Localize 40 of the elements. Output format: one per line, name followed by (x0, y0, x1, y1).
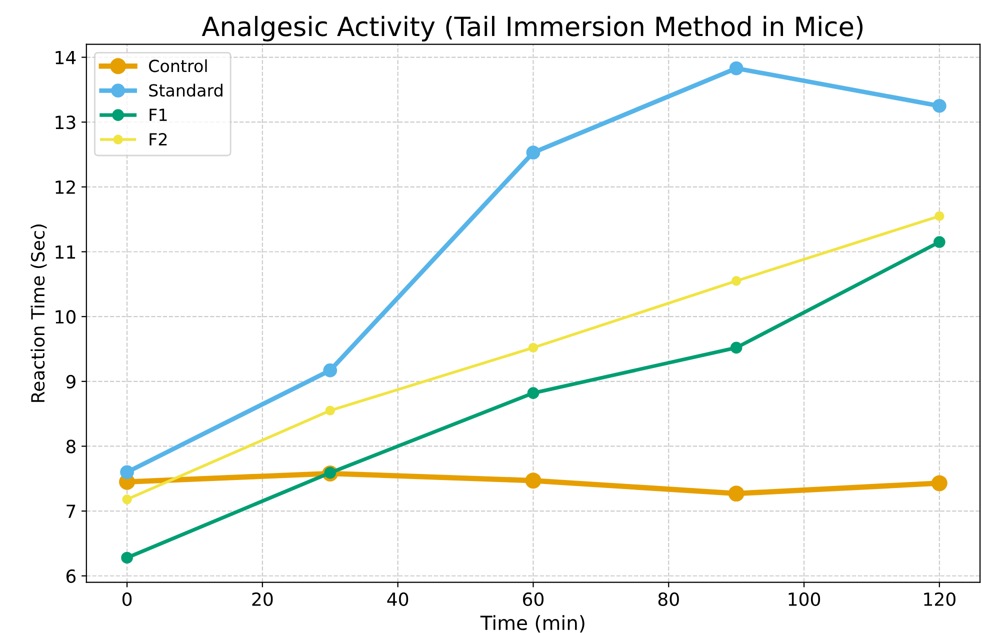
x-tick-label: 0 (122, 592, 132, 606)
x-tick-label: 100 (788, 592, 820, 606)
point (528, 342, 538, 353)
point (325, 406, 335, 416)
point (120, 465, 134, 480)
x-tick-label: 120 (924, 592, 956, 606)
point (526, 146, 540, 160)
point (731, 276, 742, 286)
point (121, 552, 133, 564)
point (527, 387, 540, 399)
y-tick-label: 7 (66, 504, 76, 518)
point (728, 486, 744, 502)
y-tick-label: 8 (66, 440, 76, 454)
x-tick-label: 20 (252, 592, 273, 606)
y-tick-label: 6 (66, 569, 76, 583)
legend-label: Control (149, 59, 207, 72)
legend-label: F1 (150, 108, 167, 121)
point (934, 236, 946, 248)
y-tick-label: 10 (56, 310, 76, 324)
point (931, 475, 948, 492)
x-tick-label: 40 (387, 592, 408, 606)
y-tick-label: 9 (66, 374, 76, 389)
point (323, 363, 338, 378)
y-tick-label: 14 (56, 50, 76, 64)
point (932, 98, 946, 113)
point (934, 211, 944, 221)
point (122, 494, 132, 504)
chart-title: Analgesic Activity (Tail Immersion Method in Mice) (202, 16, 863, 42)
y-tick-label: 11 (56, 245, 76, 259)
point (525, 472, 542, 489)
point (730, 342, 742, 354)
point (729, 61, 744, 76)
y-tick-label: 13 (56, 116, 76, 130)
legend-label: Standard (149, 84, 222, 97)
legend-label: F2 (150, 132, 167, 146)
x-axis-title: Time (min) (480, 615, 584, 632)
x-tick-label: 80 (658, 592, 679, 606)
y-axis-title: Reaction Time (Sec) (30, 224, 47, 402)
x-tick-label: 60 (523, 592, 544, 606)
y-tick-label: 12 (56, 180, 75, 194)
